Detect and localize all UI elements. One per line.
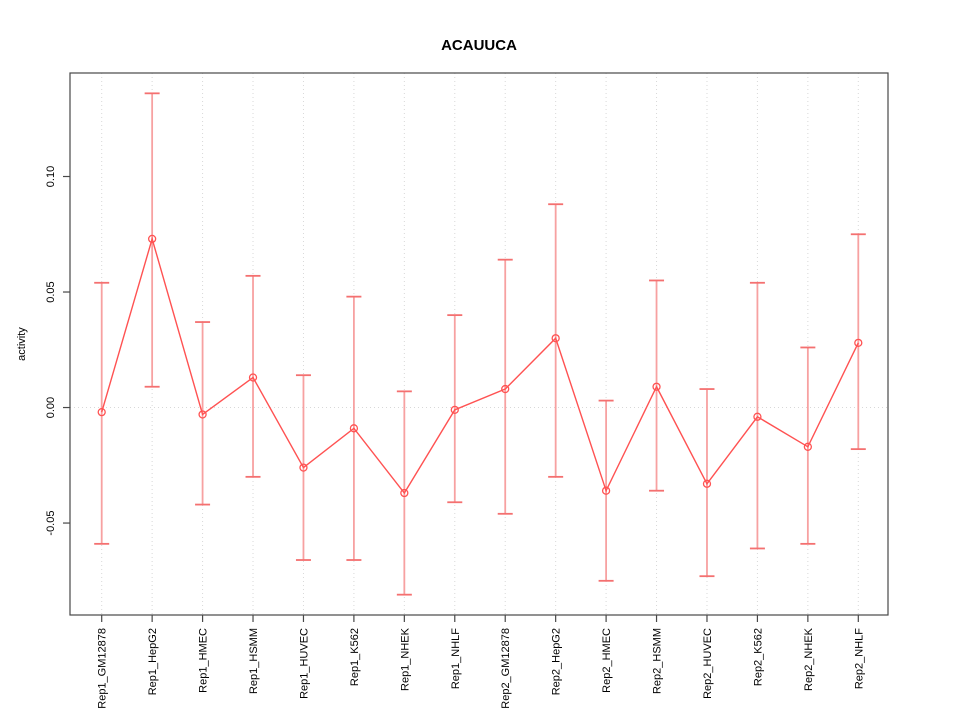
series-line — [101, 236, 859, 495]
x-tick-label: Rep1_HUVEC — [298, 628, 310, 699]
x-tick-label: Rep1_NHEK — [399, 627, 411, 691]
x-tick-label: Rep1_GM12878 — [97, 628, 109, 709]
x-tick-label: Rep2_HMEC — [601, 628, 613, 693]
data-point — [147, 234, 157, 244]
data-point — [601, 486, 611, 495]
x-tick-label: Rep2_NHEK — [803, 627, 815, 691]
plot-area: -0.05 0.00 0.05 0.10 Rep1_GM12878 Rep1_HepG2 R… — [45, 72, 889, 709]
data-point — [97, 408, 106, 417]
data-point — [450, 405, 459, 414]
data-point — [299, 463, 308, 472]
data-point — [702, 479, 712, 488]
data-point — [248, 373, 258, 382]
data-point — [652, 382, 661, 391]
x-tick-label: Rep2_GM12878 — [500, 628, 512, 709]
x-tick-label: Rep1_HepG2 — [147, 628, 159, 695]
x-tick-label: Rep2_K562 — [752, 628, 764, 686]
data-point — [753, 412, 762, 421]
y-tick-label: 0.05 — [45, 281, 57, 302]
x-tick-label: Rep1_HSMM — [248, 628, 260, 694]
y-tick-label: 0.10 — [45, 166, 57, 187]
y-tick-label: 0.00 — [45, 397, 57, 418]
chart-title: ACAUUCA — [441, 37, 517, 54]
y-tick-label: -0.05 — [45, 511, 57, 536]
data-point — [349, 424, 359, 433]
y-axis-label: activity — [16, 327, 28, 361]
x-tick-label: Rep2_HepG2 — [551, 628, 563, 695]
data-point — [501, 384, 510, 394]
data-point — [551, 334, 560, 343]
x-tick-label: Rep2_NHLF — [853, 628, 865, 689]
data-point — [854, 338, 863, 347]
x-tick-label: Rep1_HMEC — [198, 628, 210, 693]
x-tick-label: Rep2_HUVEC — [702, 628, 714, 699]
data-point — [400, 488, 409, 498]
x-tick-label: Rep2_HSMM — [652, 628, 664, 694]
x-tick-label: Rep1_K562 — [349, 628, 361, 686]
data-point — [803, 442, 813, 451]
data-point — [198, 410, 207, 419]
x-tick-label: Rep1_NHLF — [450, 628, 462, 689]
plot-border — [69, 72, 889, 616]
